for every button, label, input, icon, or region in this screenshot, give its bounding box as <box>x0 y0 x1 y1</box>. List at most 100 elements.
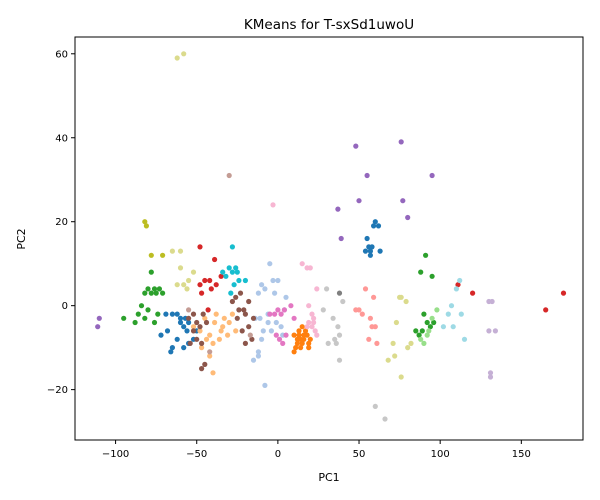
data-point <box>335 324 341 330</box>
data-point <box>372 403 378 409</box>
data-point <box>220 324 226 330</box>
data-point <box>143 223 149 229</box>
data-point <box>296 328 302 334</box>
data-point <box>281 307 287 313</box>
data-point <box>169 311 175 317</box>
data-point <box>142 315 148 321</box>
data-point <box>421 311 427 317</box>
x-tick-label: 100 <box>431 449 450 460</box>
data-point <box>487 370 494 376</box>
data-point <box>424 319 430 326</box>
data-point <box>276 336 283 342</box>
data-point <box>163 311 169 317</box>
data-point <box>138 303 145 309</box>
data-point <box>400 198 406 204</box>
data-point <box>226 319 232 326</box>
data-point <box>158 332 164 338</box>
data-point <box>203 319 210 326</box>
y-tick-label: 60 <box>55 49 68 60</box>
data-point <box>492 328 498 334</box>
data-point <box>223 273 229 279</box>
data-point <box>267 311 273 317</box>
data-point <box>332 336 338 342</box>
data-point <box>121 315 127 321</box>
y-tick-label: 20 <box>55 217 68 228</box>
data-point <box>423 252 429 258</box>
data-point <box>177 319 184 326</box>
data-point <box>299 324 305 330</box>
data-point <box>419 328 425 334</box>
data-point <box>197 328 203 334</box>
cluster-8 <box>95 139 435 330</box>
data-point <box>132 319 138 326</box>
data-point <box>470 290 476 296</box>
data-point <box>418 269 424 275</box>
data-point <box>184 328 190 334</box>
data-point <box>148 252 154 258</box>
data-point <box>309 324 315 330</box>
data-point <box>242 277 248 284</box>
data-point <box>156 286 162 292</box>
data-point <box>181 345 187 351</box>
data-point <box>278 324 284 330</box>
data-point <box>461 336 468 342</box>
data-point <box>372 324 378 330</box>
data-point <box>362 248 369 254</box>
data-point <box>429 273 435 279</box>
data-point <box>249 336 255 342</box>
data-point <box>181 282 187 288</box>
data-point <box>320 307 326 313</box>
data-point <box>174 55 180 61</box>
data-point <box>268 328 274 334</box>
data-point <box>202 361 208 367</box>
data-point <box>278 311 284 317</box>
data-point <box>385 357 391 363</box>
data-point <box>260 328 266 334</box>
data-point <box>257 315 263 321</box>
data-point <box>197 244 203 250</box>
data-point <box>270 277 276 284</box>
data-point <box>174 282 180 288</box>
data-point <box>458 311 464 317</box>
data-point <box>207 332 213 338</box>
data-point <box>212 256 218 263</box>
cluster-0 <box>158 219 383 355</box>
data-point <box>234 269 240 275</box>
cluster-18 <box>220 244 248 296</box>
data-point <box>424 332 430 338</box>
data-point <box>142 290 148 296</box>
cluster-5 <box>418 307 440 346</box>
data-point <box>207 353 213 359</box>
cluster-12 <box>267 303 297 346</box>
data-point <box>311 315 317 321</box>
data-point <box>375 223 382 229</box>
data-point <box>273 332 279 338</box>
data-point <box>228 290 234 296</box>
cluster-1 <box>250 261 289 388</box>
data-point <box>237 290 244 296</box>
data-point <box>333 340 339 346</box>
data-point <box>302 328 309 334</box>
data-point <box>148 269 154 275</box>
data-point <box>489 298 495 305</box>
data-point <box>151 319 158 326</box>
data-point <box>272 311 278 317</box>
data-point <box>231 282 237 288</box>
cluster-15 <box>320 286 388 422</box>
data-points <box>95 51 567 422</box>
data-point <box>210 340 216 346</box>
data-point <box>431 319 437 326</box>
data-point <box>560 290 567 296</box>
data-point <box>199 340 205 346</box>
data-point <box>455 282 461 288</box>
cluster-13 <box>270 202 320 338</box>
data-point <box>427 324 433 330</box>
data-point <box>487 374 494 380</box>
data-point <box>364 172 370 179</box>
data-point <box>288 303 294 309</box>
data-point <box>353 143 359 149</box>
data-point <box>202 277 208 284</box>
data-point <box>338 235 344 242</box>
data-point <box>306 319 312 326</box>
data-point <box>199 345 205 351</box>
